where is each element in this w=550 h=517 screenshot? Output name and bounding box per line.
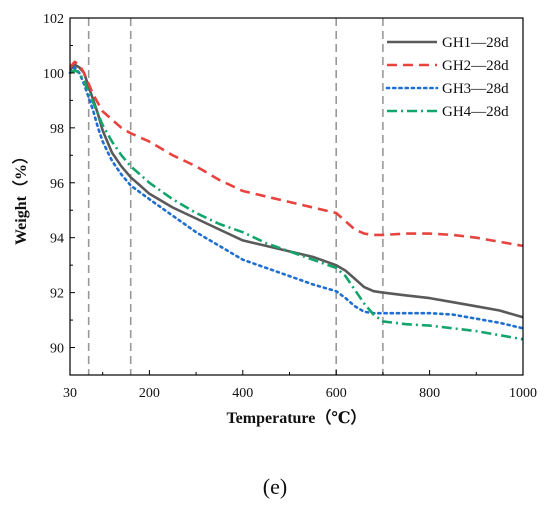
y-axis-title: Weight（%） bbox=[12, 148, 30, 245]
y-tick-label: 98 bbox=[50, 122, 64, 137]
series-line-2 bbox=[69, 60, 524, 248]
reference-lines bbox=[87, 18, 384, 375]
y-tick-label: 100 bbox=[43, 67, 64, 82]
figure-caption: (e) bbox=[262, 474, 288, 499]
tga-chart: 30 200 400 600 800 1000 90 92 94 96 98 100 102 Temp… bbox=[12, 12, 537, 427]
x-tick-label: 600 bbox=[326, 386, 347, 401]
y-axis: 90 92 94 96 98 100 102 bbox=[43, 12, 75, 357]
x-axis-title: Temperature（℃） bbox=[226, 409, 366, 427]
y-tick-label: 102 bbox=[43, 12, 64, 27]
y-tick-label: 92 bbox=[50, 287, 64, 302]
x-tick-label: 1000 bbox=[509, 386, 537, 401]
series-line-3 bbox=[68, 66, 525, 330]
legend-label-2: GH2—28d bbox=[442, 58, 509, 74]
x-tick-label: 30 bbox=[63, 386, 77, 401]
x-tick-label: 400 bbox=[232, 386, 253, 401]
y-tick-label: 94 bbox=[50, 232, 64, 247]
x-axis: 30 200 400 600 800 1000 bbox=[63, 370, 537, 401]
x-tick-label: 200 bbox=[139, 386, 160, 401]
y-tick-label: 90 bbox=[50, 342, 64, 357]
plot-frame bbox=[69, 17, 524, 376]
y-tick-label: 96 bbox=[50, 177, 64, 192]
series-line-4 bbox=[69, 68, 524, 341]
legend-label-3: GH3—28d bbox=[442, 81, 509, 97]
legend: GH1—28d GH2—28d GH3—28d GH4—28d bbox=[385, 35, 509, 120]
series-layer bbox=[68, 60, 525, 341]
legend-label-1: GH1—28d bbox=[442, 35, 509, 51]
x-tick-label: 800 bbox=[419, 386, 440, 401]
legend-label-4: GH4—28d bbox=[442, 104, 509, 120]
